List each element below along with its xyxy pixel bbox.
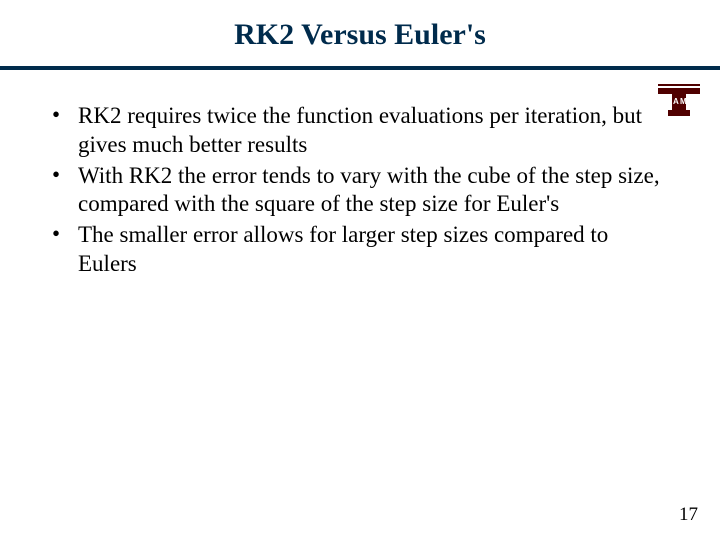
page-number: 17 [679, 504, 698, 526]
svg-text:M: M [680, 97, 687, 106]
list-item: • RK2 requires twice the function evalua… [50, 102, 670, 160]
slide-title: RK2 Versus Euler's [0, 0, 720, 66]
svg-text:A: A [673, 97, 679, 106]
list-item: • With RK2 the error tends to vary with … [50, 162, 670, 220]
tamu-logo-icon: A M [658, 82, 700, 118]
list-item: • The smaller error allows for larger st… [50, 221, 670, 279]
bullet-text: The smaller error allows for larger step… [78, 221, 670, 279]
bullet-text: RK2 requires twice the function evaluati… [78, 102, 670, 160]
bullet-marker-icon: • [50, 221, 78, 279]
bullet-list: • RK2 requires twice the function evalua… [50, 102, 670, 279]
content-area: • RK2 requires twice the function evalua… [0, 70, 720, 279]
bullet-marker-icon: • [50, 102, 78, 160]
bullet-marker-icon: • [50, 162, 78, 220]
bullet-text: With RK2 the error tends to vary with th… [78, 162, 670, 220]
